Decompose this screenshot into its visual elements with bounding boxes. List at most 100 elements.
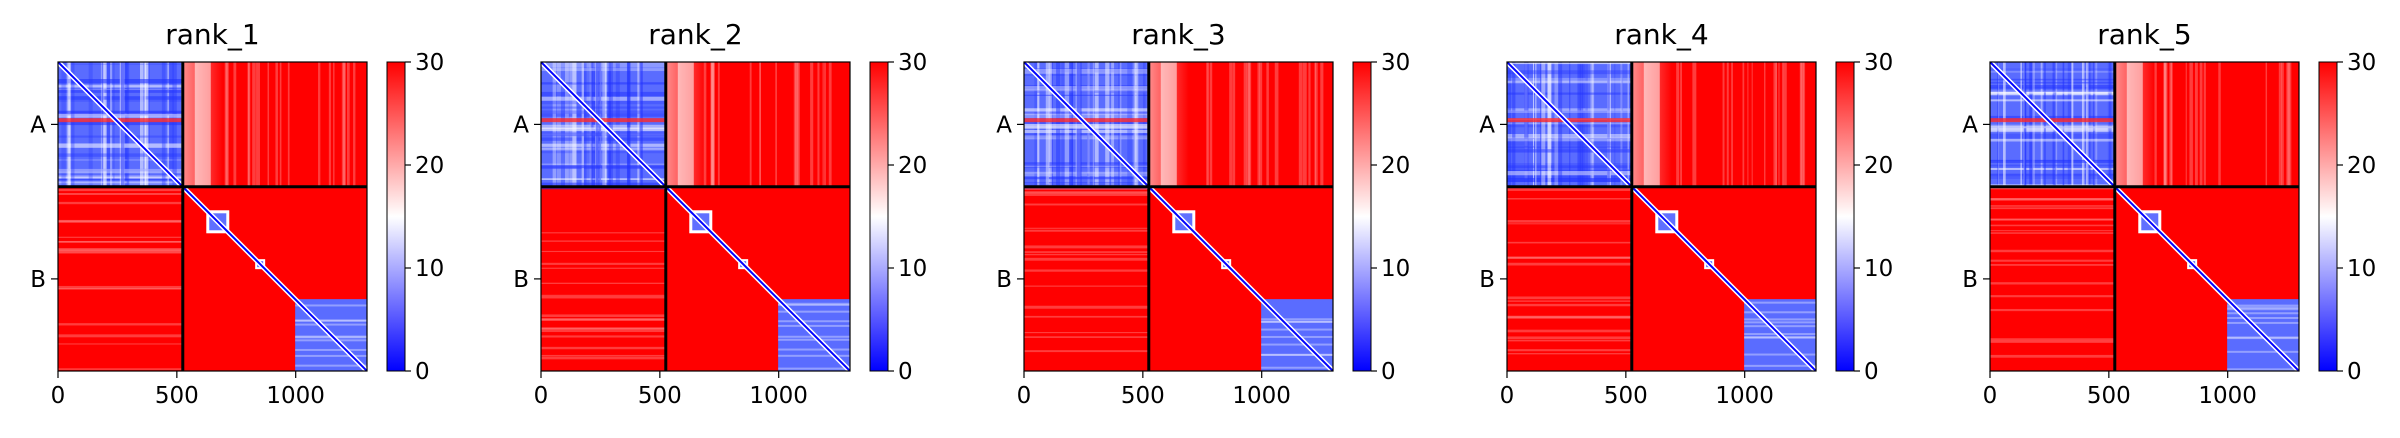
chain-b-texture bbox=[295, 319, 367, 322]
offdiag-streak bbox=[1024, 191, 1149, 194]
panel-title: rank_3 bbox=[1131, 18, 1225, 51]
panel-title: rank_1 bbox=[165, 18, 259, 51]
chain-a-texture-v bbox=[1590, 62, 1593, 187]
x-tick-label: 0 bbox=[51, 383, 66, 409]
offdiag-streak bbox=[1507, 339, 1632, 342]
chain-b-texture bbox=[1261, 320, 1333, 323]
offdiag-streak bbox=[1507, 241, 1632, 244]
offdiag-streak bbox=[1507, 303, 1632, 307]
chain-a-texture-h bbox=[1024, 135, 1149, 140]
offdiag-streak bbox=[541, 329, 666, 333]
offdiag-streak bbox=[1990, 230, 2115, 232]
offdiag-streak bbox=[1751, 62, 1753, 187]
y-tick-label: B bbox=[996, 267, 1012, 293]
chain-a-texture-h bbox=[541, 100, 666, 105]
offdiag-streak bbox=[1507, 329, 1632, 333]
chain-a-texture-h bbox=[541, 178, 666, 180]
chain-a-texture-v bbox=[1620, 62, 1623, 187]
offdiag-streak bbox=[775, 62, 778, 187]
offdiag-streak bbox=[1024, 315, 1149, 318]
x-tick-label: 500 bbox=[155, 383, 199, 409]
chain-a-texture-v bbox=[2043, 62, 2046, 187]
chain-a-texture-v bbox=[1577, 62, 1581, 187]
offdiag-streak bbox=[703, 62, 707, 187]
chain-a-texture-h bbox=[1507, 171, 1632, 176]
offdiag-streak bbox=[1990, 218, 2115, 221]
chain-a-texture-h bbox=[1990, 128, 2115, 131]
offdiag-streak bbox=[1990, 340, 2115, 343]
offdiag-streak bbox=[710, 62, 714, 187]
chain-a-stripe bbox=[58, 118, 183, 123]
x-tick-label: 0 bbox=[534, 383, 549, 409]
offdiag-streak bbox=[1024, 187, 1149, 190]
offdiag-streak bbox=[1024, 191, 1149, 193]
y-tick-label: A bbox=[513, 112, 529, 138]
chain-a-texture-v bbox=[2029, 62, 2034, 187]
offdiag-streak bbox=[1507, 349, 1632, 352]
chain-a-texture-v bbox=[552, 62, 557, 187]
offdiag-streak bbox=[541, 294, 666, 296]
colorbar bbox=[869, 61, 889, 372]
x-tick-label: 1000 bbox=[749, 383, 808, 409]
chain-b-texture bbox=[1261, 320, 1333, 323]
offdiag-streak bbox=[1024, 350, 1149, 353]
chain-b-texture bbox=[1744, 325, 1816, 328]
offdiag-streak bbox=[1507, 256, 1632, 259]
colorbar-tick-label: 0 bbox=[1864, 359, 1879, 385]
offdiag-streak bbox=[58, 285, 183, 289]
chain-b-texture bbox=[1261, 353, 1333, 356]
chain-a-texture-v bbox=[1540, 62, 1546, 187]
axes-frame bbox=[1023, 61, 1334, 372]
heatmap-cells bbox=[541, 62, 850, 371]
chain-a-texture-h bbox=[1024, 171, 1149, 174]
chain-a-texture-h bbox=[1024, 113, 1149, 118]
offdiag-streak bbox=[1246, 62, 1251, 187]
offdiag-streak bbox=[2218, 62, 2221, 187]
chain-a-texture-v bbox=[1512, 62, 1516, 187]
chain-a-texture-h bbox=[58, 114, 183, 118]
offdiag-streak bbox=[58, 334, 183, 338]
chain-a-texture-v bbox=[581, 62, 584, 187]
chain-a-texture-v bbox=[1547, 62, 1551, 187]
offdiag-streak bbox=[1507, 223, 1632, 225]
offdiag-streak bbox=[1990, 259, 2115, 262]
chain-b-texture bbox=[778, 320, 850, 323]
offdiag-streak bbox=[1775, 62, 1777, 187]
offdiag-streak bbox=[796, 62, 800, 187]
heatmap-cells bbox=[1024, 62, 1333, 371]
offdiag-streak bbox=[1259, 62, 1263, 187]
offdiag-streak bbox=[2170, 62, 2172, 187]
offdiag-streak bbox=[1209, 62, 1213, 187]
chain-a-texture-h bbox=[541, 82, 666, 85]
offdiag-streak bbox=[58, 201, 183, 205]
chain-a-stripe bbox=[1507, 118, 1632, 123]
chain-a-texture-v bbox=[2067, 62, 2073, 187]
y-tick-label: A bbox=[996, 112, 1012, 138]
chain-a-texture-h bbox=[541, 63, 666, 68]
colorbar-tick-label: 20 bbox=[1381, 153, 1410, 179]
offdiag-streak bbox=[1243, 62, 1247, 187]
offdiag-streak bbox=[1990, 338, 2115, 342]
chain-a-texture-v bbox=[2086, 62, 2089, 187]
offdiag-streak bbox=[58, 249, 183, 253]
offdiag-streak bbox=[267, 62, 270, 187]
offdiag-streak bbox=[58, 343, 183, 345]
chain-a-texture-v bbox=[569, 62, 573, 187]
offdiag-streak bbox=[275, 62, 278, 187]
offdiag-streak bbox=[1507, 198, 1632, 200]
offdiag-streak bbox=[759, 62, 761, 187]
chain-a-texture-h bbox=[541, 106, 666, 109]
chain-a-texture-h bbox=[1024, 108, 1149, 112]
offdiag-streak bbox=[256, 62, 260, 187]
chain-b-texture bbox=[1261, 353, 1333, 356]
offdiag-streak bbox=[1257, 62, 1261, 187]
offdiag-streak bbox=[2281, 62, 2284, 187]
offdiag-streak bbox=[287, 62, 290, 187]
offdiag-streak bbox=[1229, 62, 1233, 187]
chain-a-texture-h bbox=[1990, 90, 2115, 94]
offdiag-streak bbox=[2163, 62, 2168, 187]
offdiag-streak bbox=[1507, 296, 1632, 300]
chain-b-texture bbox=[1744, 353, 1816, 356]
chain-b-texture bbox=[1744, 311, 1816, 314]
chain-a-texture-v bbox=[589, 62, 593, 187]
